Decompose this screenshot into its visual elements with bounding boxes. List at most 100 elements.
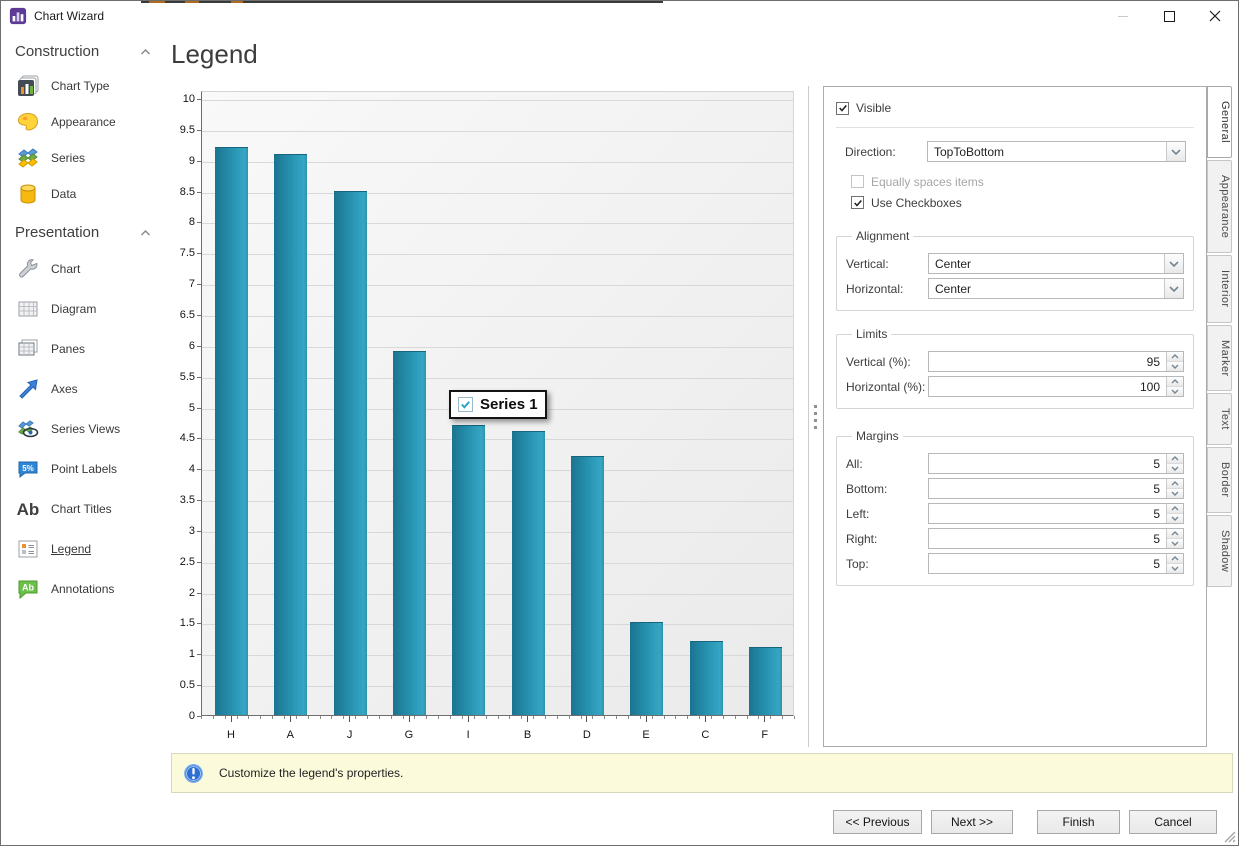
margins-group: Margins All: 5 Bottom: 5 Left: 5 Right: … <box>836 429 1194 586</box>
close-button[interactable] <box>1192 1 1238 31</box>
y-axis-tick-label: 3.5 <box>179 494 195 507</box>
tab-text[interactable]: Text <box>1207 393 1232 446</box>
y-axis-tick-label: 5.5 <box>179 370 195 383</box>
y-axis-tick <box>197 253 201 255</box>
sidebar-item-chart-type[interactable]: Chart Type <box>1 68 165 104</box>
legend-series-checkbox[interactable] <box>458 397 473 412</box>
finish-button[interactable]: Finish <box>1037 810 1120 834</box>
alignment-row-vertical-: Vertical: Center <box>846 253 1184 274</box>
spin-up-button[interactable] <box>1167 377 1183 387</box>
right--margin-spinner[interactable]: 5 <box>928 528 1184 549</box>
tab-interior[interactable]: Interior <box>1207 255 1232 323</box>
resize-grip[interactable] <box>1223 830 1236 843</box>
bar-f <box>748 647 782 715</box>
x-axis-minor-tick <box>343 716 345 719</box>
x-axis-minor-tick <box>485 716 487 719</box>
x-axis-minor-tick <box>390 716 392 719</box>
x-axis-tick-label: H <box>227 729 235 741</box>
y-axis-tick <box>197 500 201 502</box>
x-axis-minor-tick <box>212 716 214 719</box>
spin-down-button[interactable] <box>1167 539 1183 548</box>
tab-border[interactable]: Border <box>1207 447 1232 513</box>
y-axis-tick <box>197 191 201 193</box>
spin-up-button[interactable] <box>1167 504 1183 514</box>
section-header-presentation[interactable]: Presentation <box>1 212 165 249</box>
status-message: Customize the legend's properties. <box>219 766 404 780</box>
sidebar-item-annotations[interactable]: Ab Annotations <box>1 569 165 609</box>
sidebar-item-panes[interactable]: Panes <box>1 329 165 369</box>
top--margin-spinner[interactable]: 5 <box>928 553 1184 574</box>
spin-down-button[interactable] <box>1167 489 1183 498</box>
direction-combobox[interactable]: TopToBottom <box>927 141 1186 162</box>
checkmark-icon <box>853 199 862 207</box>
spin-down-button[interactable] <box>1167 514 1183 523</box>
x-axis-minor-tick <box>699 716 701 719</box>
legend-overlay[interactable]: Series 1 <box>449 390 547 419</box>
visible-checkbox[interactable] <box>836 101 849 115</box>
tab-general[interactable]: General <box>1207 86 1232 158</box>
all--margin-spinner[interactable]: 5 <box>928 453 1184 474</box>
sidebar-item-axes[interactable]: Axes <box>1 369 165 409</box>
title-bar[interactable]: Chart Wizard <box>1 1 1238 31</box>
spin-up-button[interactable] <box>1167 554 1183 564</box>
left--margin-spinner[interactable]: 5 <box>928 503 1184 524</box>
sidebar-item-data[interactable]: Data <box>1 176 165 212</box>
tab-shadow[interactable]: Shadow <box>1207 514 1232 587</box>
spin-up-button[interactable] <box>1167 352 1183 362</box>
horizontal--limit-spinner[interactable]: 100 <box>928 376 1184 397</box>
annotations-icon: Ab <box>16 577 41 602</box>
dropdown-arrow-icon[interactable] <box>1164 279 1183 298</box>
y-axis-tick <box>197 592 201 594</box>
sidebar-item-chart[interactable]: Chart <box>1 249 165 289</box>
x-axis-minor-tick <box>272 716 274 719</box>
x-axis-major-tick <box>289 716 291 722</box>
sidebar-item-point-labels[interactable]: 5% Point Labels <box>1 449 165 489</box>
status-bar: Customize the legend's properties. <box>171 753 1233 793</box>
chart-plot-area: Series 1 <box>201 91 794 716</box>
splitter-handle[interactable] <box>808 86 822 747</box>
sidebar-item-legend[interactable]: Legend <box>1 529 165 569</box>
x-axis <box>201 716 795 726</box>
y-axis-tick <box>197 314 201 316</box>
spin-down-button[interactable] <box>1167 387 1183 396</box>
x-axis-minor-tick <box>355 716 357 719</box>
tab-marker[interactable]: Marker <box>1207 324 1232 392</box>
sidebar-item-diagram[interactable]: Diagram <box>1 289 165 329</box>
tab-appearance[interactable]: Appearance <box>1207 159 1232 254</box>
page-title: Legend <box>171 39 258 69</box>
sidebar-item-appearance[interactable]: Appearance <box>1 104 165 140</box>
previous-button[interactable]: << Previous <box>833 810 922 834</box>
spin-up-button[interactable] <box>1167 479 1183 489</box>
bottom--margin-spinner[interactable]: 5 <box>928 478 1184 499</box>
x-axis-major-tick <box>467 716 469 722</box>
spin-down-button[interactable] <box>1167 362 1183 371</box>
spin-up-button[interactable] <box>1167 454 1183 464</box>
sidebar-item-chart-titles[interactable]: Ab Chart Titles <box>1 489 165 529</box>
next-button[interactable]: Next >> <box>931 810 1013 834</box>
section-header-construction[interactable]: Construction <box>1 31 165 68</box>
sidebar-item-series-views[interactable]: Series Views <box>1 409 165 449</box>
info-icon <box>183 763 204 784</box>
sidebar-section-presentation: Presentation Chart Diagram Panes Axes Se… <box>1 212 165 609</box>
x-axis-minor-tick <box>450 716 452 719</box>
x-axis-minor-tick <box>533 716 535 719</box>
data-icon <box>16 182 41 207</box>
dropdown-arrow-icon[interactable] <box>1164 254 1183 273</box>
maximize-button[interactable] <box>1146 1 1192 31</box>
sidebar-item-series[interactable]: Series <box>1 140 165 176</box>
spin-up-button[interactable] <box>1167 529 1183 539</box>
spin-down-button[interactable] <box>1167 464 1183 473</box>
diagram-icon <box>16 297 41 322</box>
direction-row: Direction: TopToBottom <box>845 141 1186 162</box>
cancel-button[interactable]: Cancel <box>1129 810 1217 834</box>
use-checkboxes-checkbox[interactable] <box>851 196 864 209</box>
x-axis-major-tick <box>705 716 707 722</box>
vertical--alignment-combobox[interactable]: Center <box>928 253 1184 274</box>
horizontal--alignment-combobox[interactable]: Center <box>928 278 1184 299</box>
separator <box>836 127 1194 128</box>
vertical--limit-spinner[interactable]: 95 <box>928 351 1184 372</box>
gridline <box>202 254 793 256</box>
spin-down-button[interactable] <box>1167 564 1183 573</box>
axes-icon <box>16 377 41 402</box>
dropdown-arrow-icon[interactable] <box>1166 142 1185 161</box>
